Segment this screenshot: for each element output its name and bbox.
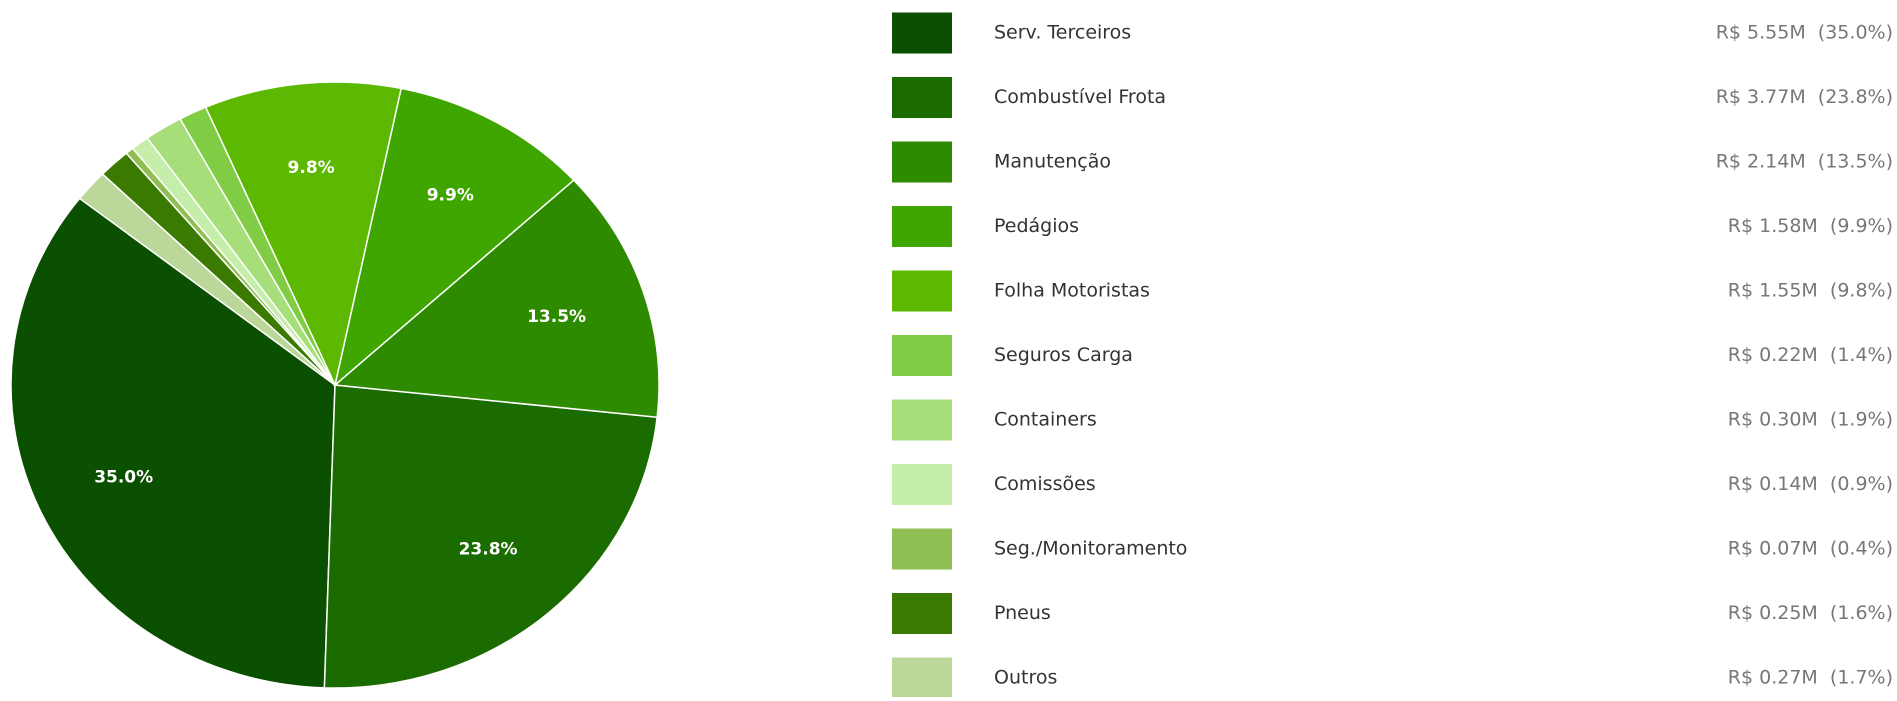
slice-label: 35.0% [94, 467, 153, 487]
legend-label: Manutenção [994, 151, 1111, 173]
legend-value: R$ 1.58M (9.9%) [1728, 215, 1893, 237]
legend-label: Comissões [994, 473, 1096, 495]
pie-slice [10, 197, 336, 689]
legend-swatch [892, 77, 952, 118]
legend-swatch [892, 12, 952, 54]
legend-label: Folha Motoristas [994, 280, 1150, 302]
legend-value: R$ 0.07M (0.4%) [1728, 538, 1893, 560]
pie-slice [78, 173, 336, 386]
legend-value: R$ 3.77M (23.8%) [1716, 86, 1893, 108]
legend-value: R$ 0.14M (0.9%) [1728, 473, 1893, 495]
slice-label: 9.9% [427, 185, 474, 205]
pie-slice [323, 384, 658, 689]
legend-value: R$ 1.55M (9.8%) [1728, 280, 1893, 302]
legend-swatch [892, 399, 952, 441]
legend-label: Pedágios [994, 215, 1079, 237]
legend-label: Serv. Terceiros [994, 22, 1131, 44]
legend-value: R$ 0.25M (1.6%) [1728, 602, 1893, 624]
legend-label: Seguros Carga [994, 344, 1133, 366]
legend-swatch [892, 141, 952, 183]
legend-label: Outros [994, 667, 1057, 689]
legend-swatch [892, 657, 952, 699]
pie-slice [204, 81, 403, 388]
legend-swatch [892, 335, 952, 376]
legend-value: R$ 0.30M (1.9%) [1728, 409, 1893, 431]
slice-label: 23.8% [459, 540, 518, 560]
legend-label: Pneus [994, 602, 1051, 624]
legend-swatch [892, 206, 952, 247]
slice-label: 9.8% [288, 158, 335, 178]
legend-swatch [892, 593, 952, 634]
legend-label: Combustível Frota [994, 86, 1166, 108]
legend-swatch [892, 528, 952, 570]
legend-label: Seg./Monitoramento [994, 538, 1187, 560]
legend-label: Containers [994, 409, 1097, 431]
legend-swatch [892, 270, 952, 312]
legend-value: R$ 2.14M (13.5%) [1716, 151, 1893, 173]
legend-value: R$ 0.27M (1.7%) [1728, 667, 1893, 689]
slice-label: 13.5% [527, 307, 586, 327]
pie-slice [333, 179, 660, 419]
legend-value: R$ 5.55M (35.0%) [1716, 22, 1893, 44]
legend-swatch [892, 464, 952, 505]
legend-value: R$ 0.22M (1.4%) [1728, 344, 1893, 366]
pie-slice [333, 87, 575, 388]
